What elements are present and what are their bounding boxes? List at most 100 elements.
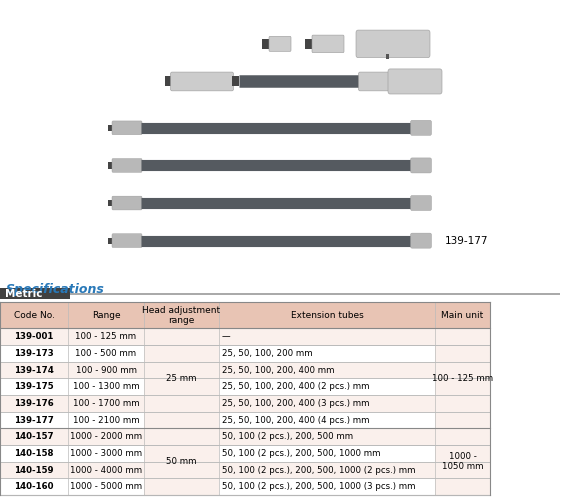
Bar (219, 329, 435, 345)
Bar (219, 302, 435, 329)
Bar (232, 77, 239, 86)
Text: 1000 - 4000 mm: 1000 - 4000 mm (70, 466, 142, 475)
Text: 50 mm: 50 mm (166, 457, 197, 466)
FancyBboxPatch shape (356, 30, 430, 58)
Bar (435, 302, 490, 329)
Bar (0, 462, 68, 478)
Bar (386, 54, 389, 59)
Text: 140-159: 140-159 (14, 466, 54, 475)
Bar (68, 445, 144, 462)
Text: —: — (222, 332, 231, 341)
Bar (165, 77, 172, 86)
Text: 1000 -
1050 mm: 1000 - 1050 mm (442, 452, 483, 471)
Bar (68, 462, 144, 478)
Text: 50, 100 (2 pcs.), 200, 500, 1000 (2 pcs.) mm: 50, 100 (2 pcs.), 200, 500, 1000 (2 pcs.… (222, 466, 416, 475)
Text: 25, 50, 100, 200, 400 (4 pcs.) mm: 25, 50, 100, 200, 400 (4 pcs.) mm (222, 415, 369, 424)
Bar (219, 345, 435, 362)
FancyBboxPatch shape (411, 233, 431, 248)
Bar (219, 462, 435, 478)
Text: 50, 100 (2 pcs.), 200, 500 mm: 50, 100 (2 pcs.), 200, 500 mm (222, 432, 353, 441)
Text: 139-177: 139-177 (14, 415, 54, 424)
Text: 25 mm: 25 mm (166, 374, 197, 383)
Text: 25, 50, 100, 200, 400 mm: 25, 50, 100, 200, 400 mm (222, 366, 334, 375)
Bar (68, 412, 144, 428)
Bar (262, 39, 270, 49)
Text: 1000 - 3000 mm: 1000 - 3000 mm (70, 449, 142, 458)
Text: 139-176: 139-176 (14, 399, 54, 408)
Text: 139-173: 139-173 (14, 349, 54, 358)
Text: Head adjustment
range: Head adjustment range (143, 306, 221, 325)
Bar (0, 329, 68, 345)
Bar (0, 395, 68, 412)
Text: 140-157: 140-157 (14, 432, 54, 441)
Text: Range: Range (92, 311, 120, 320)
Bar (0, 378, 68, 395)
Bar (219, 395, 435, 412)
Text: 25, 50, 100, 200, 400 (3 pcs.) mm: 25, 50, 100, 200, 400 (3 pcs.) mm (222, 399, 369, 408)
Text: 100 - 125 mm: 100 - 125 mm (432, 374, 493, 383)
Bar (0, 288, 70, 299)
FancyBboxPatch shape (411, 120, 431, 135)
Text: 139-177: 139-177 (445, 236, 488, 246)
Bar (219, 378, 435, 395)
Bar (108, 200, 113, 206)
Bar (219, 428, 435, 445)
Bar (68, 395, 144, 412)
Bar (435, 428, 490, 495)
Text: Main unit: Main unit (442, 311, 483, 320)
Text: 100 - 500 mm: 100 - 500 mm (76, 349, 136, 358)
FancyBboxPatch shape (411, 158, 431, 173)
FancyBboxPatch shape (112, 234, 142, 248)
Bar (108, 125, 113, 131)
Text: 140-160: 140-160 (14, 482, 54, 491)
Bar (219, 478, 435, 495)
Text: 1000 - 5000 mm: 1000 - 5000 mm (70, 482, 142, 491)
Text: 25, 50, 100, 200, 400 (2 pcs.) mm: 25, 50, 100, 200, 400 (2 pcs.) mm (222, 382, 369, 391)
Bar (219, 362, 435, 378)
Bar (0, 302, 68, 329)
Text: 100 - 900 mm: 100 - 900 mm (76, 366, 136, 375)
Text: Extension tubes: Extension tubes (290, 311, 363, 320)
Bar (108, 163, 113, 168)
Bar (70, 293, 560, 295)
Bar (68, 329, 144, 345)
FancyBboxPatch shape (112, 159, 142, 172)
FancyBboxPatch shape (312, 35, 344, 53)
Bar (144, 329, 219, 428)
Bar (68, 302, 144, 329)
Bar (435, 329, 490, 428)
Bar (0, 345, 68, 362)
Bar (68, 478, 144, 495)
FancyBboxPatch shape (388, 69, 442, 94)
Text: 100 - 1300 mm: 100 - 1300 mm (73, 382, 139, 391)
Text: Code No.: Code No. (14, 311, 55, 320)
Bar (144, 428, 219, 495)
Text: 1000 - 2000 mm: 1000 - 2000 mm (70, 432, 142, 441)
Text: 25, 50, 100, 200 mm: 25, 50, 100, 200 mm (222, 349, 312, 358)
Text: 139-174: 139-174 (14, 366, 54, 375)
FancyBboxPatch shape (170, 72, 233, 91)
Bar (0, 445, 68, 462)
Text: 100 - 1700 mm: 100 - 1700 mm (73, 399, 139, 408)
FancyBboxPatch shape (112, 196, 142, 210)
Text: Metric: Metric (5, 289, 42, 299)
FancyBboxPatch shape (269, 36, 291, 51)
Bar (108, 238, 113, 244)
Bar (219, 445, 435, 462)
Bar (68, 362, 144, 378)
Text: 50, 100 (2 pcs.), 200, 500, 1000 (3 pcs.) mm: 50, 100 (2 pcs.), 200, 500, 1000 (3 pcs.… (222, 482, 416, 491)
Text: 139-175: 139-175 (14, 382, 54, 391)
Bar (305, 39, 313, 49)
Text: 50, 100 (2 pcs.), 200, 500, 1000 mm: 50, 100 (2 pcs.), 200, 500, 1000 mm (222, 449, 381, 458)
FancyBboxPatch shape (359, 72, 391, 91)
Bar (0, 362, 68, 378)
Bar (0, 428, 68, 445)
Text: 140-158: 140-158 (14, 449, 54, 458)
Text: Specifications: Specifications (6, 283, 105, 296)
Bar (0, 478, 68, 495)
Text: 139-001: 139-001 (14, 332, 54, 341)
Bar (68, 345, 144, 362)
Text: 100 - 125 mm: 100 - 125 mm (76, 332, 136, 341)
Bar (0, 412, 68, 428)
FancyBboxPatch shape (411, 195, 431, 211)
